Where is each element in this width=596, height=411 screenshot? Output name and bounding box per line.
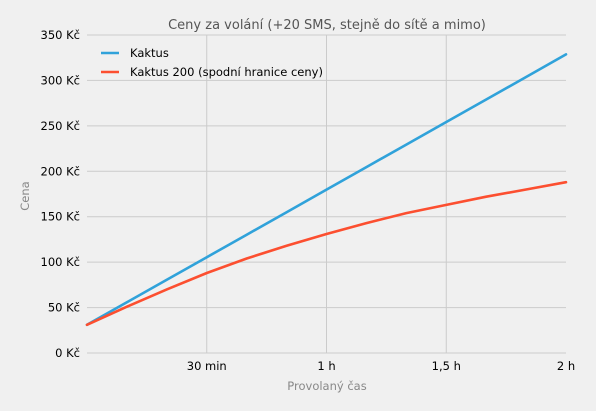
y-tick-labels: 0 Kč 50 Kč 100 Kč 150 Kč 200 Kč 250 Kč 300 Kč 3… <box>41 28 80 360</box>
x-tick-label: 1,5 h <box>432 359 461 373</box>
series-lines <box>85 53 568 327</box>
legend-label: Kaktus <box>130 46 169 60</box>
y-axis-title: Cena <box>18 181 32 210</box>
x-tick-label: 30 min <box>187 359 227 373</box>
legend-label: Kaktus 200 (spodní hranice ceny) <box>130 65 323 79</box>
x-tick-label: 1 h <box>317 359 335 373</box>
y-tick-label: 50 Kč <box>48 301 80 315</box>
series-line-1 <box>85 53 568 327</box>
y-tick-label: 0 Kč <box>55 346 80 360</box>
y-tick-label: 100 Kč <box>41 255 80 269</box>
y-tick-label: 200 Kč <box>41 164 80 178</box>
grid <box>87 34 566 354</box>
chart-title: Ceny za volání (+20 SMS, stejně do sítě … <box>168 18 486 33</box>
x-tick-label: 2 h <box>557 359 575 373</box>
y-tick-label: 350 Kč <box>41 28 80 42</box>
y-tick-label: 250 Kč <box>41 119 80 133</box>
x-tick-labels: 30 min 1 h 1,5 h 2 h <box>187 359 575 373</box>
y-tick-label: 300 Kč <box>41 73 80 87</box>
legend: Kaktus Kaktus 200 (spodní hranice ceny) <box>101 46 323 79</box>
series-line-2 <box>85 180 568 327</box>
x-axis-title: Provolaný čas <box>287 379 366 393</box>
y-tick-label: 150 Kč <box>41 210 80 224</box>
